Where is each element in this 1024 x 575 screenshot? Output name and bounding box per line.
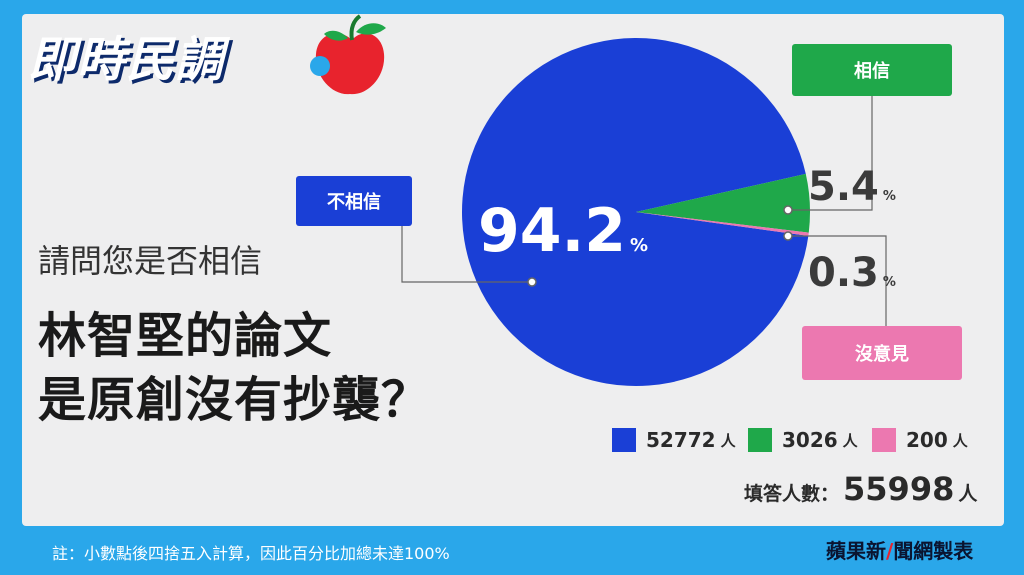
question-line-1: 林智堅的論文 (38, 308, 333, 364)
pct-label-no-opinion: 0.3% (808, 250, 896, 296)
leader-yes (788, 96, 873, 211)
total-respondents: 填答人數： 55998 人 (744, 470, 978, 508)
legend-swatch-yes (748, 428, 772, 452)
legend-swatch-no-opinion (872, 428, 896, 452)
brand-title: 即時民調 (28, 32, 225, 88)
pie-slice-no (462, 37, 809, 387)
legend-item-yes: 3026 人 (748, 428, 858, 452)
pie-slice-yes (636, 173, 811, 233)
footnote: 註：小數點後四捨五入計算，因此百分比加總未達100% (52, 544, 450, 563)
legend-item-no-opinion: 200 人 (872, 428, 968, 452)
legend-swatch-no (612, 428, 636, 452)
question-intro: 請問您是否相信 (38, 242, 263, 280)
question-line-2: 是原創沒有抄襲？ (38, 372, 431, 428)
tag-no-opinion: 沒意見 (802, 326, 962, 380)
leader-none (788, 235, 887, 326)
tag-no: 不相信 (296, 176, 412, 226)
apple-logo-icon (310, 14, 386, 95)
credit: 蘋果新/聞網製表 (826, 539, 974, 563)
legend-count-no: 52772 (646, 428, 716, 452)
pie-slice-no-opinion (636, 212, 809, 236)
total-value: 55998 (843, 470, 955, 508)
pct-label-yes: 5.4% (808, 164, 896, 210)
legend-item-no: 52772 人 (612, 428, 736, 452)
legend-count-yes: 3026 (782, 428, 838, 452)
legend-count-no-opinion: 200 (906, 428, 948, 452)
tag-yes: 相信 (792, 44, 952, 96)
leader-no (401, 226, 532, 283)
pct-label-no: 94.2% (478, 196, 649, 266)
